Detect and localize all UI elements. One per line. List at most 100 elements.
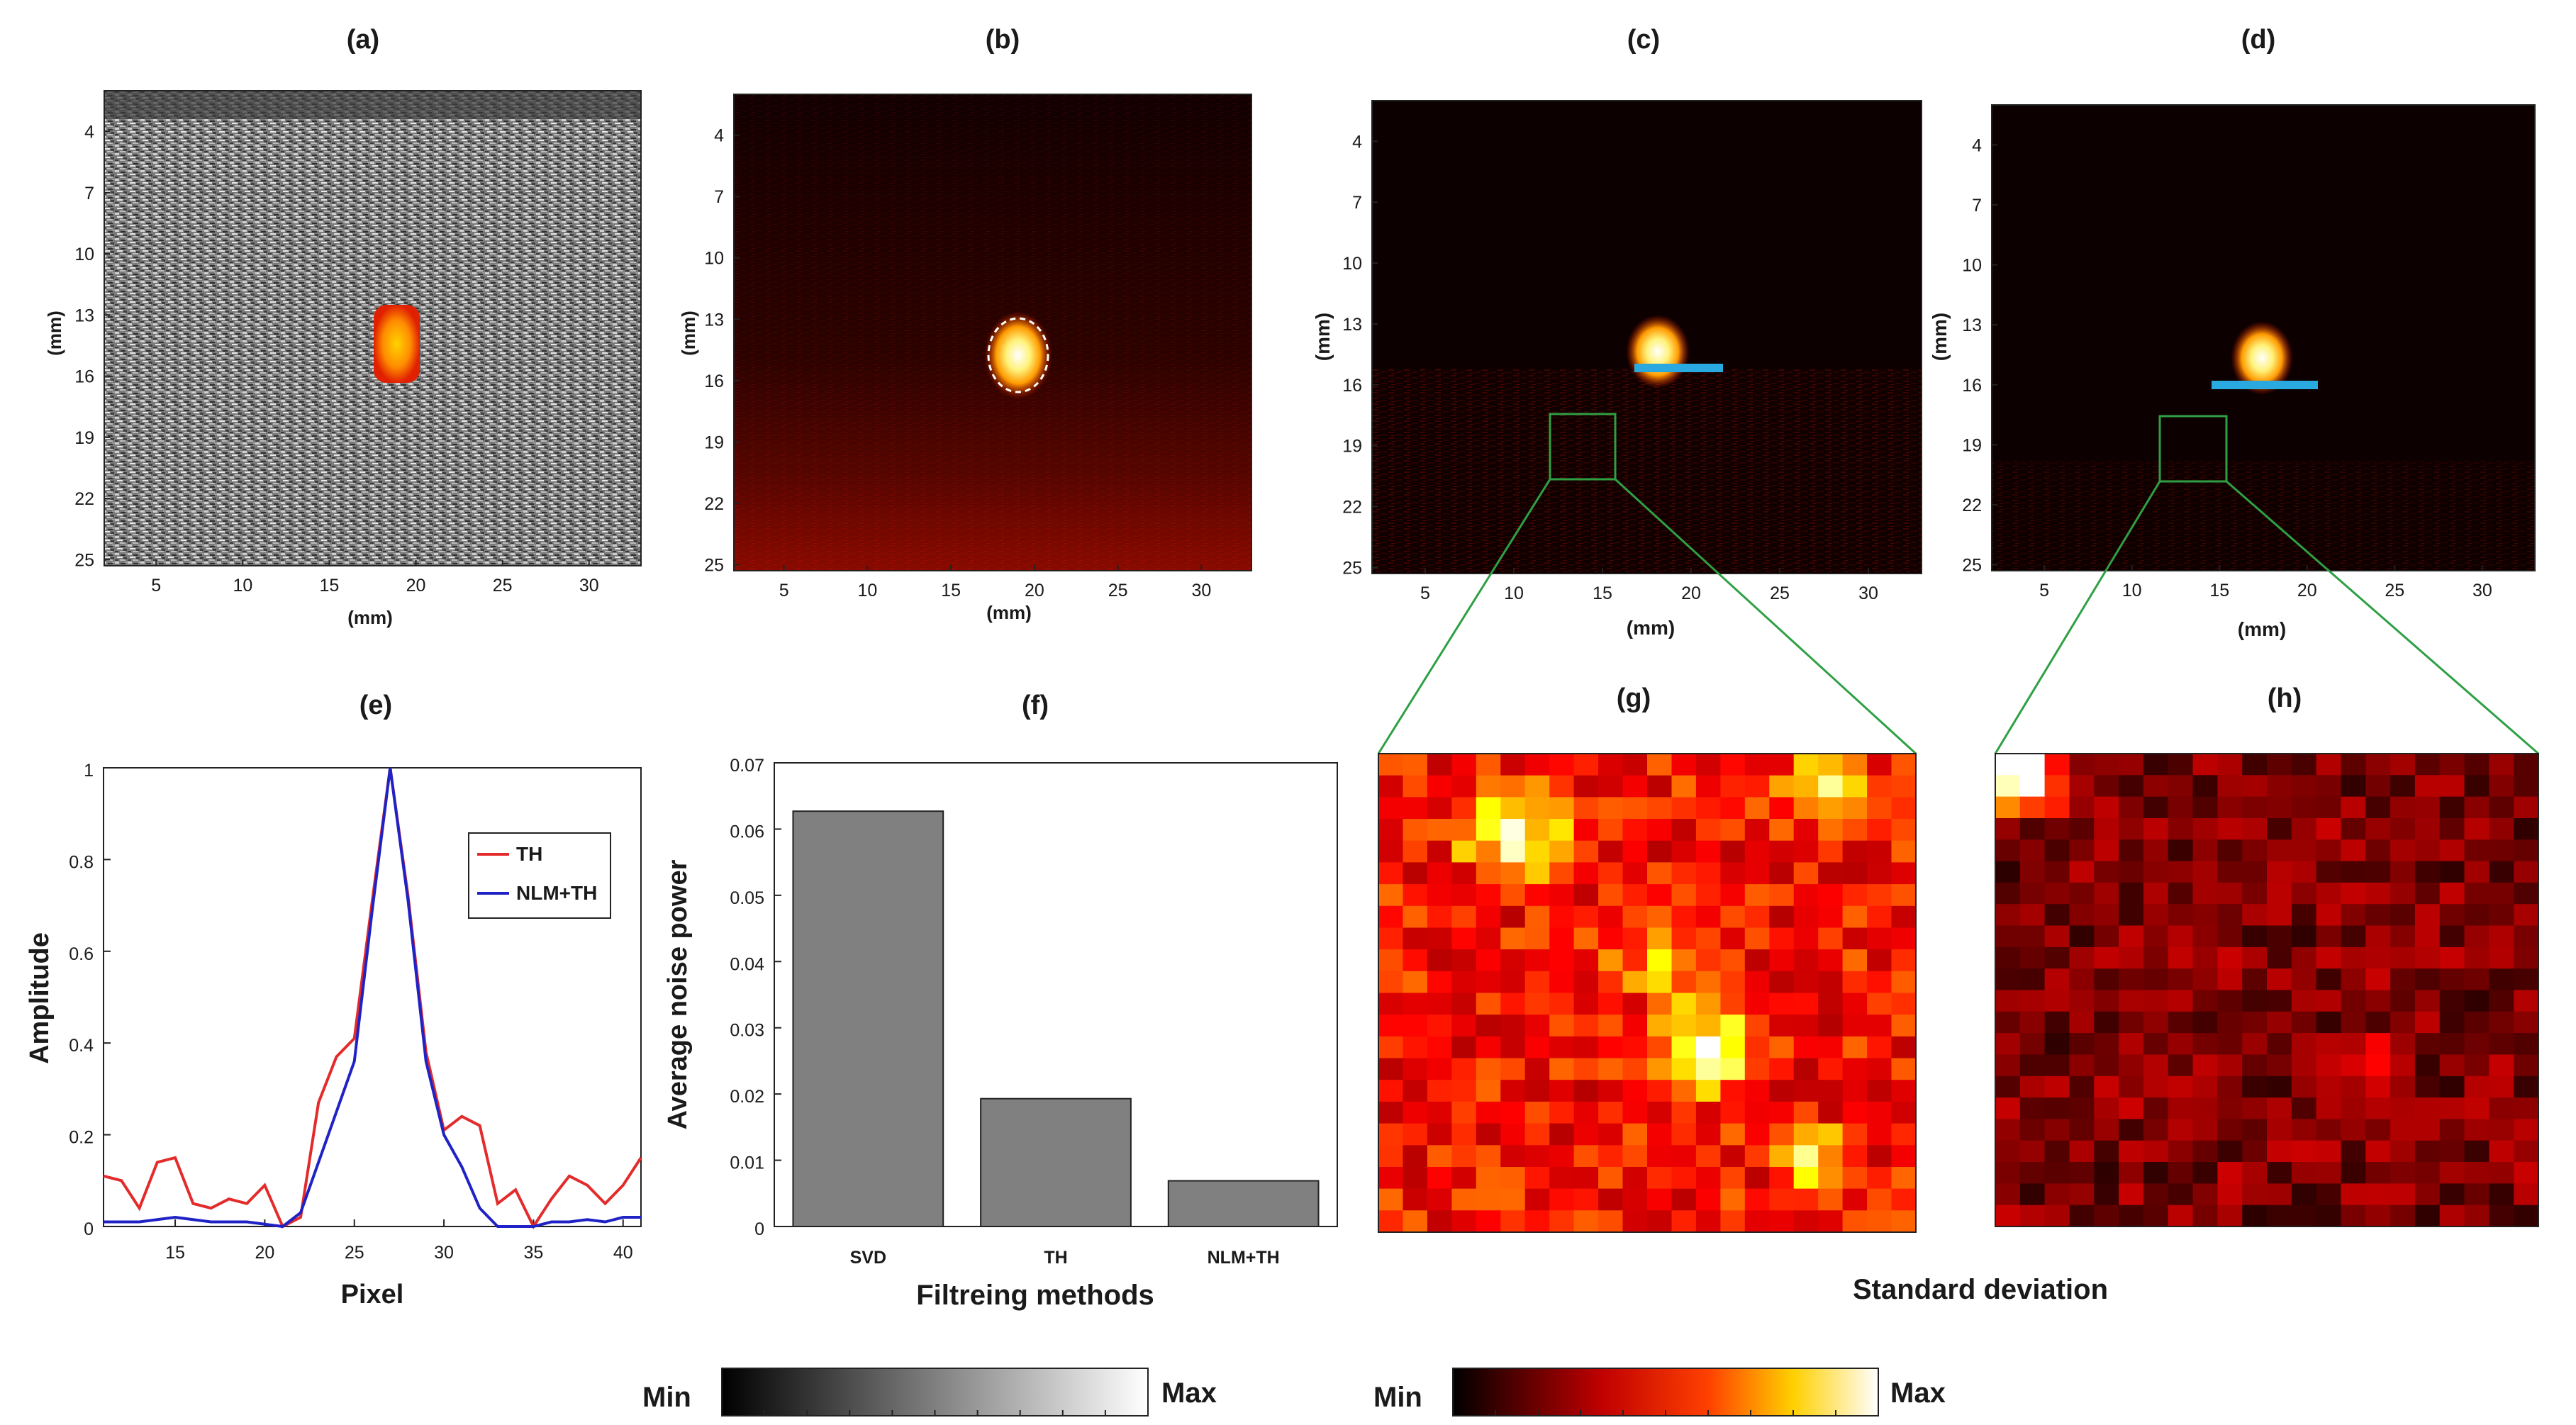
xtick-label: 35 — [523, 1243, 543, 1263]
heatmap-cell — [2242, 1162, 2268, 1184]
heatmap-cell — [1891, 797, 1917, 820]
ytick-label: 22 — [704, 494, 724, 514]
heatmap-cell — [2316, 1205, 2341, 1227]
heatmap-cell — [2069, 882, 2095, 905]
heatmap-cell — [1793, 1210, 1819, 1233]
xtick-label: 10 — [1504, 583, 1524, 603]
heatmap-cell — [2019, 1119, 2046, 1141]
panel-d-xlabel: (mm) — [2238, 618, 2286, 640]
heatmap-cell — [1451, 1145, 1477, 1168]
heatmap-cell — [1378, 949, 1404, 972]
heatmap-cell — [1744, 819, 1770, 842]
panel-g: (g) — [1378, 683, 1917, 1233]
heatmap-cell — [1549, 927, 1575, 950]
heatmap-cell — [2069, 925, 2095, 948]
heatmap-cell — [2192, 1183, 2218, 1206]
heatmap-cell — [2242, 1183, 2268, 1206]
heatmap-cell — [1793, 1167, 1819, 1190]
heatmap-cell — [2192, 1075, 2218, 1098]
heatmap-cell — [1524, 775, 1550, 798]
heatmap-cell — [2464, 1205, 2489, 1227]
heatmap-cell — [2217, 990, 2243, 1012]
heatmap-cell — [1500, 754, 1526, 776]
heatmap-cell — [2390, 1183, 2416, 1206]
heatmap-cell — [2291, 904, 2317, 927]
heatmap-cell — [1720, 840, 1746, 863]
heatmap-cell — [1451, 840, 1477, 863]
heatmap-cell — [1818, 1080, 1844, 1102]
panel-c-blob — [1626, 315, 1690, 389]
heatmap-cell — [2464, 1054, 2489, 1077]
xtick-label: NLM+TH — [1208, 1248, 1280, 1268]
heatmap-cell — [2489, 990, 2514, 1012]
heatmap-cell — [1720, 1080, 1746, 1102]
heatmap-cell — [1647, 884, 1673, 907]
heatmap-cell — [1671, 797, 1697, 820]
heatmap-cell — [2094, 925, 2119, 948]
heatmap-cell — [2242, 754, 2268, 776]
panel-c-profile-line — [1634, 364, 1723, 372]
xtick-label: 25 — [493, 576, 513, 596]
heatmap-cell — [2217, 882, 2243, 905]
heatmap-cell — [1427, 1210, 1452, 1233]
ytick-label: 19 — [1342, 437, 1362, 457]
xtick-label: 15 — [941, 581, 961, 600]
heatmap-cell — [1403, 1101, 1428, 1124]
heatmap-cell — [2514, 796, 2539, 819]
heatmap-cell — [2119, 861, 2144, 883]
colorbar-hot: Min Max — [1373, 1368, 1946, 1416]
heatmap-cell — [2267, 775, 2292, 798]
colorbar-gray-bar — [721, 1368, 1149, 1416]
panel-c-zoom-box — [1549, 413, 1617, 481]
heatmap-cell — [1500, 971, 1526, 994]
heatmap-cell — [2489, 1033, 2514, 1055]
heatmap-cell — [1995, 1162, 2021, 1184]
heatmap-cell — [2341, 839, 2366, 862]
heatmap-cell — [1793, 775, 1819, 798]
heatmap-cell — [1842, 1188, 1868, 1211]
heatmap-cell — [1842, 797, 1868, 820]
heatmap-cell — [2094, 861, 2119, 883]
xtick-label: 30 — [2472, 581, 2492, 600]
heatmap-cell — [1793, 819, 1819, 842]
heatmap-cell — [1995, 754, 2021, 776]
heatmap-cell — [2217, 775, 2243, 798]
heatmap-cell — [2489, 1054, 2514, 1077]
heatmap-cell — [1793, 1036, 1819, 1059]
heatmap-cell — [2217, 1075, 2243, 1098]
heatmap-cell — [1427, 754, 1452, 776]
heatmap-cell — [2192, 775, 2218, 798]
panel-b-ylabel: (mm) — [678, 311, 699, 356]
heatmap-cell — [2019, 1205, 2046, 1227]
heatmap-cell — [2390, 1162, 2416, 1184]
heatmap-cell — [1744, 1167, 1770, 1190]
heatmap-cell — [2143, 1011, 2169, 1034]
heatmap-cell — [2019, 1162, 2046, 1184]
heatmap-cell — [2291, 968, 2317, 991]
heatmap-cell — [1818, 993, 1844, 1015]
heatmap-cell — [2168, 1075, 2194, 1098]
heatmap-cell — [2168, 754, 2194, 776]
heatmap-cell — [2514, 1162, 2539, 1184]
heatmap-cell — [2390, 1140, 2416, 1163]
heatmap-cell — [1647, 1145, 1673, 1168]
heatmap-cell — [1524, 927, 1550, 950]
heatmap-cell — [2044, 796, 2070, 819]
heatmap-cell — [2514, 1205, 2539, 1227]
heatmap-cell — [2464, 1075, 2489, 1098]
heatmap-cell — [2217, 1011, 2243, 1034]
heatmap-cell — [1793, 1188, 1819, 1211]
heatmap-cell — [2489, 1162, 2514, 1184]
heatmap-cell — [2439, 754, 2465, 776]
heatmap-cell — [1695, 754, 1721, 776]
heatmap-cell — [1769, 797, 1795, 820]
heatmap-cell — [2365, 1054, 2391, 1077]
heatmap-cell — [2365, 1075, 2391, 1098]
heatmap-cell — [2143, 839, 2169, 862]
ytick-label: 22 — [74, 489, 94, 509]
heatmap-cell — [1818, 927, 1844, 950]
heatmap-cell — [1769, 1036, 1795, 1059]
heatmap-cell — [2119, 754, 2144, 776]
heatmap-cell — [1818, 862, 1844, 885]
xtick-label: 20 — [1025, 581, 1044, 600]
